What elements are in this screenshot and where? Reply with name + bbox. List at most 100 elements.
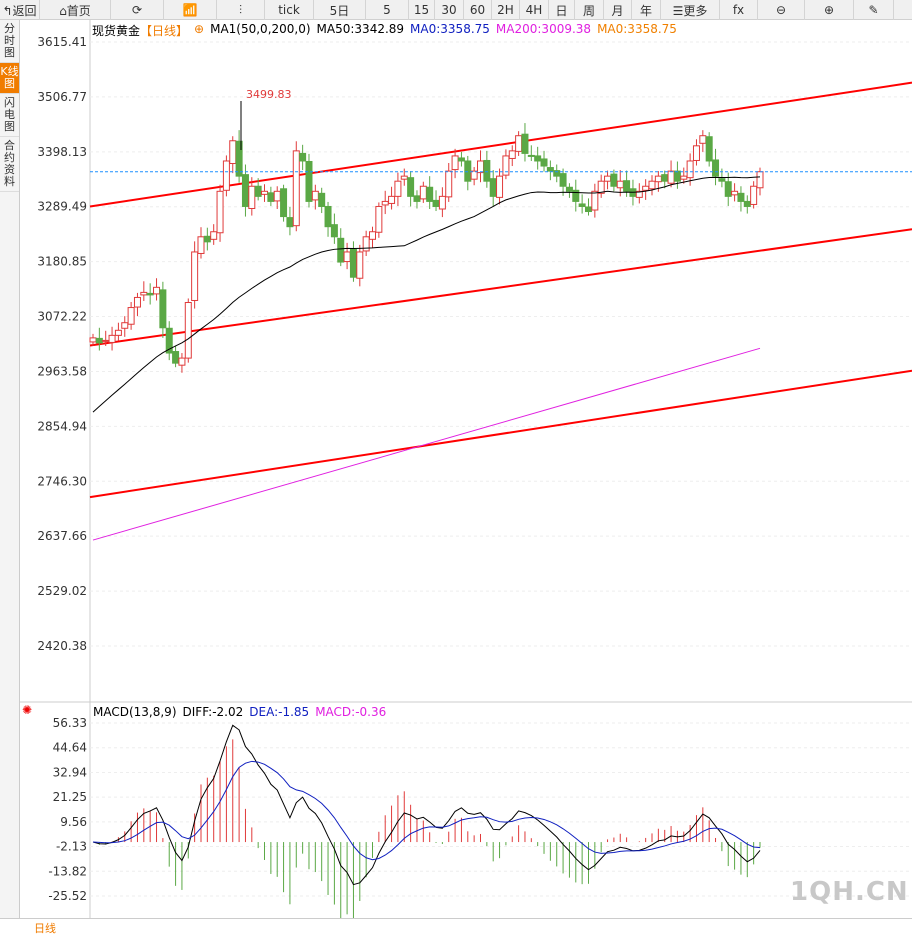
candle-body xyxy=(610,173,618,187)
dea-value: DEA:-1.85 xyxy=(249,705,310,719)
candle-body xyxy=(419,185,427,200)
channel-line xyxy=(89,369,912,499)
toolbar-button[interactable]: 4H xyxy=(520,0,549,20)
candle-body xyxy=(724,181,732,197)
ma50-line xyxy=(92,176,761,413)
macd-settings-icon[interactable]: ✺ xyxy=(22,703,33,717)
candle-body xyxy=(381,200,389,206)
toolbar-button[interactable]: ✎ xyxy=(854,0,894,20)
candle-body xyxy=(540,158,548,167)
toolbar-button[interactable]: ↰返回 xyxy=(0,0,40,20)
sidebar-tab[interactable]: K线图 xyxy=(0,63,19,94)
period-label[interactable]: 【日线】 xyxy=(140,24,189,38)
candle-body xyxy=(337,237,345,263)
candle-body xyxy=(546,167,554,172)
candle-body xyxy=(146,292,154,296)
price-tick: 3615.41 xyxy=(37,35,87,49)
sidebar-tab[interactable]: 分时图 xyxy=(0,20,19,63)
candle-body xyxy=(400,175,408,180)
toolbar-button[interactable]: 📶 xyxy=(164,0,217,20)
candle-body xyxy=(413,195,421,202)
candle-body xyxy=(216,190,224,234)
toolbar-button[interactable]: 周 xyxy=(575,0,604,20)
candle-body xyxy=(349,248,357,278)
high-annotation: 3499.83 xyxy=(246,88,292,101)
candle-body xyxy=(127,307,135,325)
candle-body xyxy=(705,136,713,162)
toolbar-button[interactable]: tick xyxy=(265,0,314,20)
toolbar-button[interactable]: 月 xyxy=(604,0,632,20)
macd-tick: -13.82 xyxy=(48,864,87,878)
candle-body xyxy=(254,185,262,197)
indicator-icon[interactable]: ⊕ xyxy=(194,22,205,36)
candle-body xyxy=(743,200,751,207)
candle-body xyxy=(591,190,599,211)
price-tick: 3180.85 xyxy=(37,255,87,269)
candle-body xyxy=(292,150,300,227)
candle-body xyxy=(184,302,192,359)
candle-body xyxy=(362,236,370,252)
toolbar-button[interactable]: fx xyxy=(720,0,758,20)
candle-body xyxy=(692,145,700,161)
candle-body xyxy=(222,160,230,191)
candle-body xyxy=(133,296,141,308)
candle-body xyxy=(451,155,459,171)
candle-body xyxy=(108,334,116,343)
toolbar-button[interactable]: 60 xyxy=(464,0,492,20)
candle-body xyxy=(572,189,580,202)
sidebar-tab[interactable]: 合约资料 xyxy=(0,137,19,192)
candle-body xyxy=(718,178,726,182)
toolbar-button[interactable]: 5日 xyxy=(314,0,366,20)
toolbar-button[interactable]: 30 xyxy=(435,0,464,20)
macd-tick: 32.94 xyxy=(53,765,87,779)
candle-body xyxy=(369,231,377,240)
macd-tick: 9.56 xyxy=(60,815,87,829)
toolbar-button[interactable]: ⫶ xyxy=(217,0,265,20)
macd-tick: -25.52 xyxy=(48,889,87,903)
candle-body xyxy=(534,155,542,162)
toolbar-button[interactable]: 5 xyxy=(366,0,409,20)
candle-body xyxy=(648,180,656,190)
candle-body xyxy=(407,177,415,197)
toolbar-button[interactable]: 15 xyxy=(409,0,435,20)
candle-body xyxy=(712,159,720,177)
sidebar-tab[interactable]: 闪电图 xyxy=(0,94,19,137)
candle-body xyxy=(623,180,631,192)
indicator-name[interactable]: MA1(50,0,200,0) xyxy=(210,22,311,36)
watermark: 1QH.CN xyxy=(790,877,909,907)
candle-body xyxy=(153,286,161,295)
candle-body xyxy=(578,203,586,207)
candle-body xyxy=(476,160,484,174)
toolbar-button[interactable]: ⊕ xyxy=(805,0,854,20)
candle-body xyxy=(388,195,396,204)
candle-body xyxy=(172,351,180,364)
macd-legend: MACD(13,8,9) DIFF:-2.02 DEA:-1.85 MACD:-… xyxy=(93,705,386,719)
macd-tick: -2.13 xyxy=(56,840,87,854)
period-selector[interactable]: 日线 xyxy=(34,922,56,935)
candle-body xyxy=(731,190,739,196)
toolbar-button[interactable]: 日 xyxy=(549,0,575,20)
candle-body xyxy=(464,160,472,182)
sidebar: 分时图 K线图 闪电图 合约资料 xyxy=(0,20,20,931)
dea-line xyxy=(92,760,761,861)
macd-tick: 21.25 xyxy=(53,790,87,804)
toolbar-button[interactable]: ⌂首页 xyxy=(40,0,111,20)
toolbar-button[interactable]: 年 xyxy=(632,0,661,20)
toolbar-button[interactable]: ⟳ xyxy=(111,0,164,20)
toolbar-button[interactable]: ☰更多 xyxy=(661,0,720,20)
channel-line xyxy=(89,228,912,347)
toolbar-button[interactable]: 2H xyxy=(492,0,520,20)
price-tick: 2420.38 xyxy=(37,639,87,653)
toolbar-button[interactable]: ⊖ xyxy=(758,0,805,20)
candle-body xyxy=(508,150,516,159)
candle-body xyxy=(559,173,567,187)
macd-name[interactable]: MACD(13,8,9) xyxy=(93,705,177,719)
candle-body xyxy=(496,175,504,198)
candle-body xyxy=(750,185,758,205)
candle-body xyxy=(159,289,167,329)
ma50-value: MA50:3342.89 xyxy=(316,22,405,36)
price-tick: 2854.94 xyxy=(37,419,87,433)
candle-body xyxy=(299,152,307,162)
candle-body xyxy=(248,185,256,209)
